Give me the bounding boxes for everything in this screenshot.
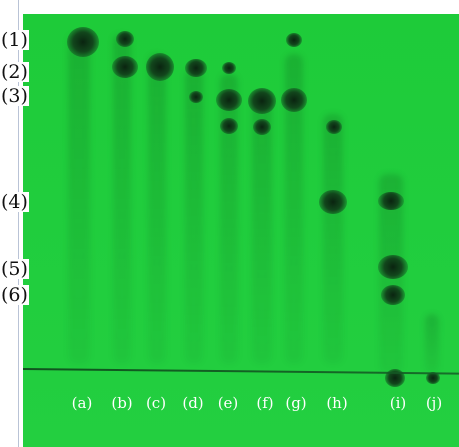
ref-label-6: (6) [0,284,29,306]
lane-streak [113,34,131,364]
ref-label-3: (3) [0,85,29,107]
spot-i-4 [378,192,404,210]
lane-streak [425,314,439,374]
spot-h-extra [326,120,342,134]
lane-label-g: (g) [285,394,307,412]
spot-i-6 [381,285,405,305]
spot-b-1 [116,31,134,47]
lane-streak [285,54,303,364]
lane-label-h: (h) [326,394,348,412]
ref-label-5: (5) [0,258,29,280]
spot-d-2 [185,59,207,77]
spot-e-2 [222,62,236,74]
tlc-plate [23,14,459,447]
spot-c-2 [146,53,174,81]
spot-a-1 [67,27,99,57]
lane-label-j: (j) [425,394,443,412]
spot-h-4 [319,190,347,214]
lane-label-i: (i) [389,394,407,412]
ref-label-4: (4) [0,191,29,213]
spot-d-3 [189,91,203,103]
spot-j-origin [426,372,440,384]
lane-label-f: (f) [256,394,274,412]
spot-e-3 [216,89,242,111]
lane-streak [185,69,203,364]
ref-label-2: (2) [0,61,29,83]
spot-b-2 [112,56,138,78]
lane-label-e: (e) [217,394,239,412]
spot-i-5 [378,255,408,279]
lane-label-b: (b) [111,394,133,412]
lane-streak [323,114,343,364]
spot-g-3 [281,88,307,112]
left-border-line [18,0,19,447]
lane-label-c: (c) [145,394,167,412]
spot-e-extra [220,118,238,134]
lane-streak [220,74,238,364]
spot-g-1 [286,33,302,47]
lane-label-a: (a) [71,394,93,412]
lane-streak [148,54,166,364]
lane-label-d: (d) [182,394,204,412]
spot-f-extra [253,119,271,135]
spot-f-3 [248,88,276,114]
lane-streak [68,34,90,364]
lane-streak [252,94,272,364]
ref-label-1: (1) [0,29,29,51]
